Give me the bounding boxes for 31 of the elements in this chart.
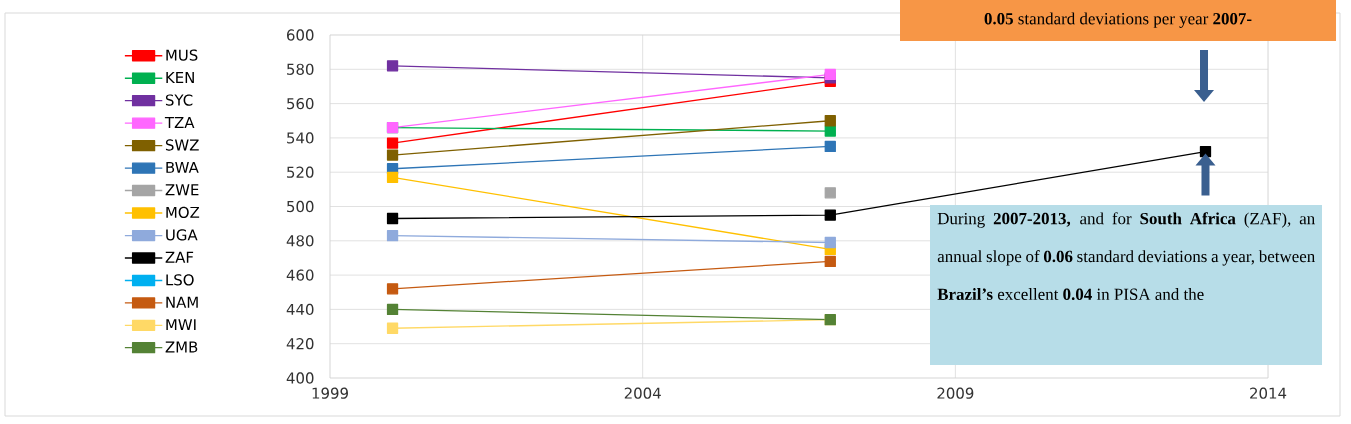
legend-label: BWA — [166, 161, 199, 173]
legend-label: UGA — [166, 229, 198, 241]
y-tick-label: 440 — [286, 303, 314, 316]
legend-label: TZA — [164, 116, 195, 128]
legend-label: MUS — [166, 49, 198, 61]
y-tick-label: 480 — [286, 235, 314, 247]
y-tick-label: 460 — [286, 269, 314, 281]
y-tick-label: 600 — [287, 29, 314, 41]
text: 0.05 standard deviations per year 2007- — [984, 12, 1252, 28]
legend-label: KEN — [166, 72, 194, 83]
legend-label: MOZ — [166, 206, 200, 218]
legend-label: SWZ — [165, 139, 199, 151]
y-tick-label: 560 — [287, 97, 314, 110]
y-tick-label: 500 — [287, 200, 314, 213]
x-tick-label: 2014 — [1250, 387, 1287, 399]
y-tick-label: 400 — [286, 372, 314, 384]
x-tick-label: 1999 — [312, 387, 348, 399]
x-tick-label: 2004 — [624, 387, 661, 399]
legend-label: NAM — [166, 296, 198, 308]
legend-label: ZMB — [165, 341, 198, 353]
legend-label: ZAF — [165, 251, 194, 263]
text: During 2007-2013, and for South Africa (ZAF), an annual slope of 0.06 standard deviations a year, between Brazil’s excellent 0.04 in PISA and the — [937, 212, 1315, 301]
x-tick-label: 2009 — [937, 387, 974, 399]
y-tick-label: 540 — [287, 132, 314, 144]
y-tick-label: 520 — [287, 166, 314, 178]
legend-label: MWI — [166, 319, 196, 331]
legend-label: SYC — [165, 94, 193, 106]
y-tick-label: 420 — [286, 338, 314, 350]
y-tick-label: 580 — [287, 63, 314, 75]
legend-label: ZWE — [165, 184, 199, 196]
legend-label: LSO — [166, 274, 194, 286]
